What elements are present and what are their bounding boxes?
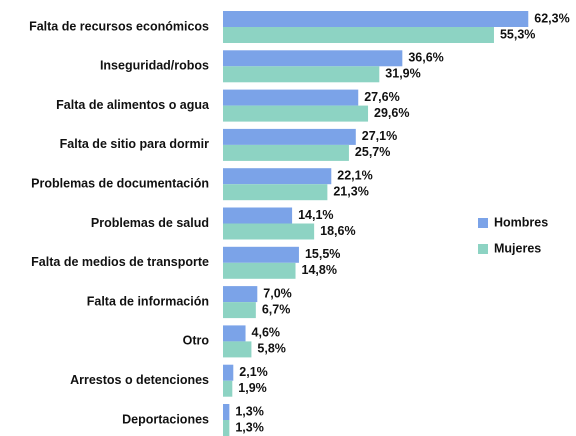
bar — [223, 66, 380, 83]
value-label: 1,9% — [238, 381, 267, 395]
category-label: Otro — [183, 334, 210, 348]
value-label: 31,9% — [385, 67, 420, 81]
bar — [223, 286, 258, 303]
category-label: Falta de medios de transporte — [31, 255, 209, 269]
value-label: 14,1% — [298, 208, 333, 222]
bar — [223, 207, 293, 224]
value-label: 7,0% — [263, 286, 292, 300]
bar — [223, 380, 233, 397]
bar — [223, 105, 369, 122]
bar — [223, 364, 234, 381]
category-label: Falta de sitio para dormir — [60, 137, 209, 151]
category-label: Falta de recursos económicos — [29, 19, 209, 33]
bar — [223, 27, 494, 43]
legend-label: Mujeres — [494, 241, 541, 255]
category-label: Inseguridad/robos — [100, 59, 209, 73]
bar — [223, 168, 332, 185]
legend-swatch — [478, 218, 488, 228]
bar — [223, 50, 403, 67]
bar — [223, 128, 356, 145]
value-label: 27,6% — [364, 90, 399, 104]
value-label: 4,6% — [252, 326, 280, 340]
category-label: Arrestos o detenciones — [70, 373, 209, 387]
bar — [223, 302, 256, 319]
category-label: Falta de alimentos o agua — [56, 98, 210, 112]
bar — [223, 246, 299, 263]
legend-label: Hombres — [494, 215, 548, 229]
bar — [223, 223, 315, 240]
bar — [223, 404, 230, 420]
bar — [223, 11, 529, 27]
value-label: 18,6% — [320, 224, 355, 238]
value-label: 29,6% — [374, 106, 409, 120]
bar — [223, 144, 349, 161]
value-label: 2,1% — [239, 365, 267, 379]
bar — [223, 325, 246, 342]
value-label: 1,3% — [235, 404, 264, 418]
value-label: 36,6% — [408, 51, 443, 65]
category-label: Falta de información — [87, 294, 209, 308]
value-label: 27,1% — [362, 129, 397, 143]
value-label: 1,3% — [235, 420, 264, 434]
value-label: 55,3% — [500, 27, 535, 41]
value-label: 21,3% — [333, 184, 368, 198]
bar — [223, 262, 296, 279]
bar — [223, 341, 252, 358]
value-label: 15,5% — [305, 247, 340, 261]
category-label: Problemas de documentación — [31, 176, 209, 190]
bar — [223, 89, 359, 106]
value-label: 14,8% — [302, 263, 337, 277]
bar — [223, 184, 328, 201]
value-label: 62,3% — [534, 11, 569, 25]
category-label: Problemas de salud — [91, 216, 209, 230]
value-label: 6,7% — [262, 302, 291, 316]
category-label: Deportaciones — [122, 412, 209, 426]
value-label: 25,7% — [355, 145, 390, 159]
bar — [223, 420, 230, 436]
legend-swatch — [478, 244, 488, 254]
value-label: 22,1% — [337, 168, 372, 182]
value-label: 5,8% — [257, 342, 286, 356]
